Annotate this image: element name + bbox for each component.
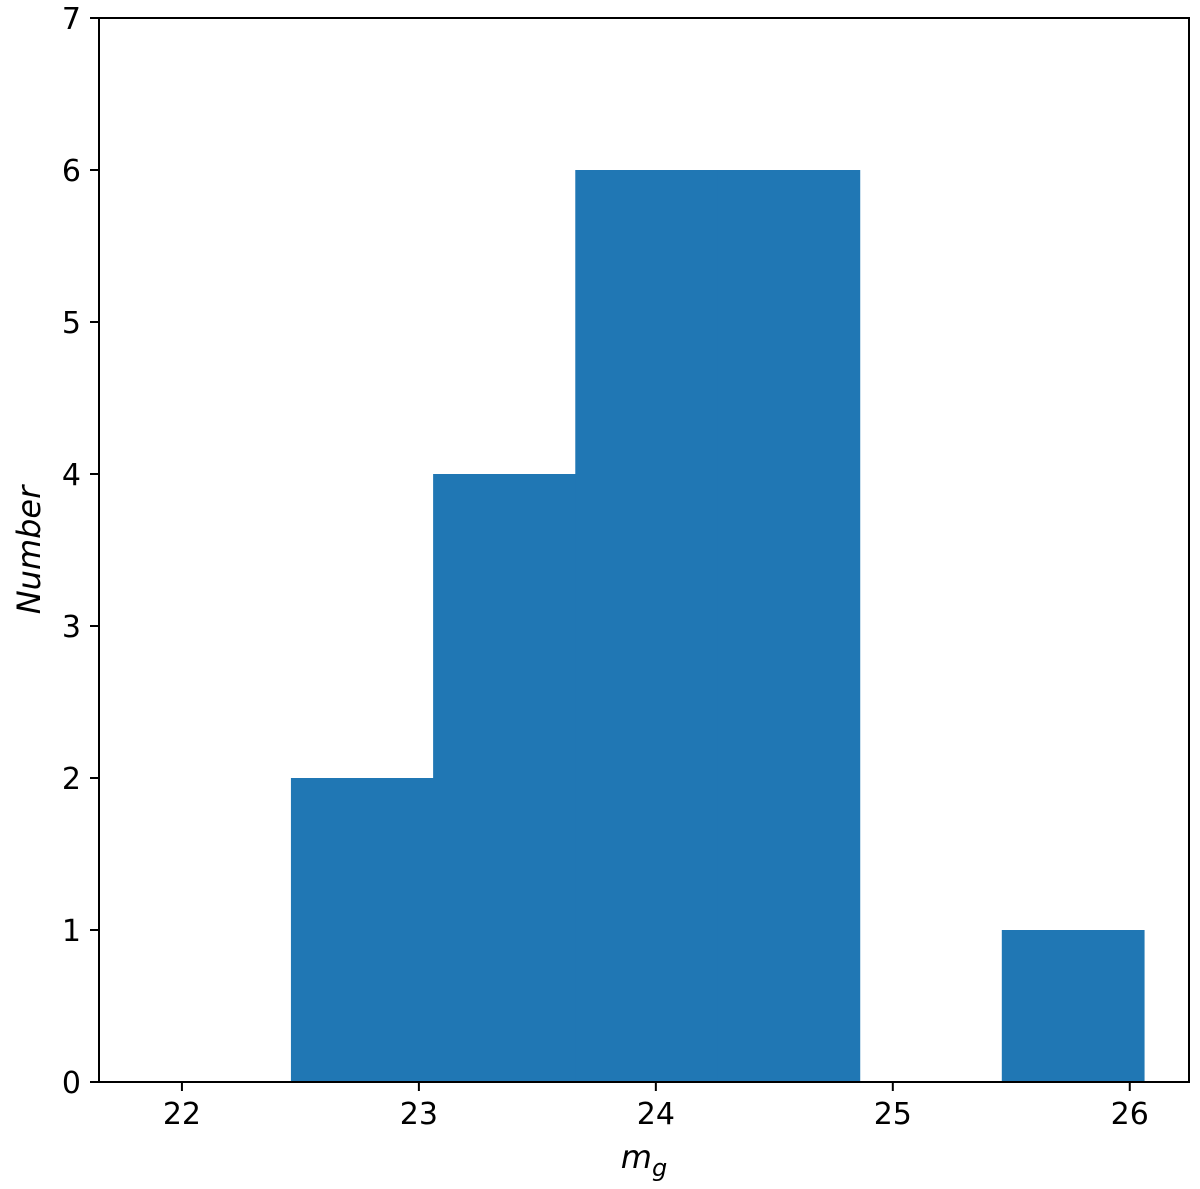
- y-tick-label: 3: [62, 610, 81, 645]
- y-tick-label: 0: [62, 1066, 81, 1101]
- histogram-bar-0: [290, 778, 434, 1082]
- histogram-bar-1: [433, 474, 576, 1082]
- bars-layer: [290, 170, 1145, 1082]
- y-tick-label: 6: [62, 154, 81, 189]
- x-tick-label: 26: [1111, 1097, 1149, 1132]
- x-axis-label: mg: [621, 1138, 667, 1182]
- y-tick-label: 7: [62, 2, 81, 37]
- x-tick-label: 25: [874, 1097, 912, 1132]
- y-tick-label: 4: [62, 458, 81, 493]
- y-tick-label: 2: [62, 762, 81, 797]
- x-axis-label-subscript: g: [652, 1154, 667, 1182]
- x-tick-label: 24: [637, 1097, 675, 1132]
- y-tick-label: 1: [62, 914, 81, 949]
- histogram-bar-5: [1001, 930, 1145, 1082]
- plot-frame: [98, 17, 1190, 1083]
- axes-layer: [98, 17, 1190, 1083]
- y-axis-label: Number: [10, 484, 48, 614]
- histogram-bar-2: [575, 170, 719, 1082]
- histogram-bar-3: [717, 170, 861, 1082]
- x-axis-label-main: m: [621, 1138, 652, 1176]
- y-tick-label: 5: [62, 306, 81, 341]
- x-tick-label: 23: [400, 1097, 438, 1132]
- x-tick-label: 22: [163, 1097, 201, 1132]
